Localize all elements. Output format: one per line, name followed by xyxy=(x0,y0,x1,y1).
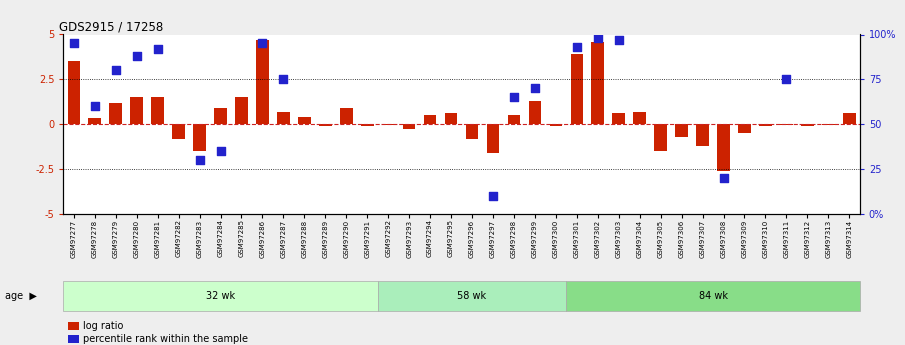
Text: log ratio: log ratio xyxy=(83,321,124,331)
Point xyxy=(193,157,207,163)
Bar xyxy=(487,124,500,153)
Point xyxy=(591,35,605,41)
Bar xyxy=(382,124,395,125)
Bar xyxy=(592,42,604,124)
Text: age  ▶: age ▶ xyxy=(5,291,36,301)
Bar xyxy=(214,108,227,124)
Bar xyxy=(444,112,457,124)
Bar xyxy=(613,114,625,124)
Bar xyxy=(194,124,205,151)
Point xyxy=(150,46,165,52)
Text: 32 wk: 32 wk xyxy=(206,291,235,301)
Bar xyxy=(340,108,353,124)
Bar xyxy=(801,124,814,126)
Bar xyxy=(822,124,834,125)
Bar xyxy=(403,124,415,129)
Bar xyxy=(696,124,709,146)
Bar xyxy=(843,114,855,124)
Point xyxy=(255,41,270,46)
Point xyxy=(276,77,291,82)
Bar xyxy=(110,103,122,124)
Bar xyxy=(718,124,729,171)
Bar xyxy=(780,124,793,125)
Point xyxy=(716,175,730,181)
Point xyxy=(486,193,500,199)
Bar xyxy=(151,97,164,124)
Point xyxy=(109,68,123,73)
Bar xyxy=(235,97,248,124)
Bar xyxy=(424,115,436,124)
Bar xyxy=(654,124,667,151)
Point xyxy=(129,53,144,59)
Bar xyxy=(675,124,688,137)
Point xyxy=(569,44,584,50)
Bar xyxy=(319,124,331,126)
Bar xyxy=(466,124,479,139)
Text: 58 wk: 58 wk xyxy=(457,291,487,301)
Bar xyxy=(549,124,562,126)
Bar xyxy=(570,54,583,124)
Bar xyxy=(298,117,310,124)
Bar xyxy=(508,115,520,124)
Point xyxy=(214,148,228,154)
Point xyxy=(528,86,542,91)
Bar xyxy=(89,118,101,124)
Bar xyxy=(634,112,646,124)
Text: GDS2915 / 17258: GDS2915 / 17258 xyxy=(60,20,164,33)
Point xyxy=(67,41,81,46)
Bar xyxy=(759,124,772,126)
Bar xyxy=(68,61,81,124)
Bar xyxy=(130,97,143,124)
Bar xyxy=(738,124,751,133)
Point xyxy=(88,104,102,109)
Point xyxy=(507,95,521,100)
Bar xyxy=(172,124,185,139)
Bar xyxy=(277,112,290,124)
Point xyxy=(612,37,626,43)
Text: 84 wk: 84 wk xyxy=(699,291,728,301)
Bar xyxy=(529,101,541,124)
Text: percentile rank within the sample: percentile rank within the sample xyxy=(83,334,248,344)
Bar xyxy=(361,124,374,126)
Bar xyxy=(256,40,269,124)
Point xyxy=(779,77,794,82)
